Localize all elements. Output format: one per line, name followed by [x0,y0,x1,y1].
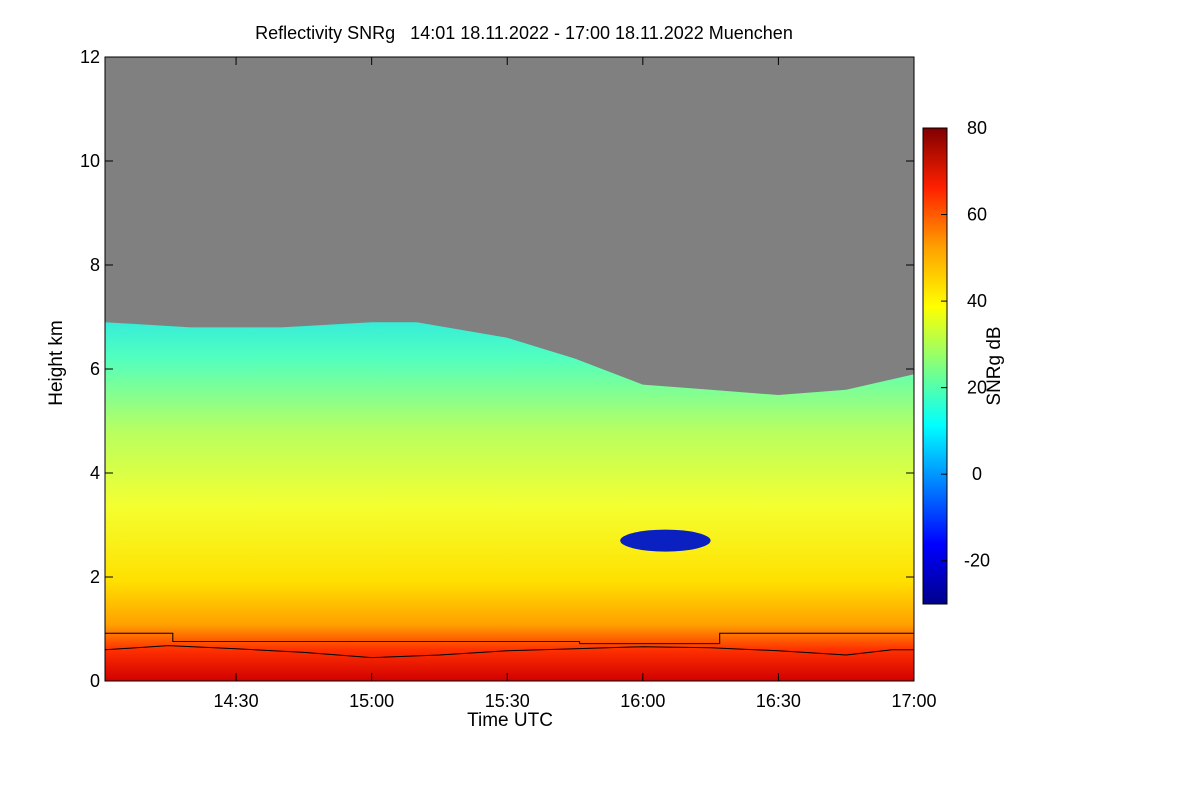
x-axis-label: Time UTC [467,710,553,731]
y-axis-label: Height km [46,320,67,406]
y-tick-label: 12 [80,47,100,67]
dry-layer [620,529,711,552]
colorbar-tick-label: -20 [964,551,990,571]
colorbar-tick-label: 0 [972,464,982,484]
colorbar-ticks: -20 0 20 40 60 80 [941,118,990,571]
y-axis: 0 2 4 6 8 10 12 [80,47,914,691]
colorbar: -20 0 20 40 60 80 SNRg dB [922,118,1005,605]
y-tick-label: 2 [90,567,100,587]
colorbar-gradient [923,128,947,604]
chart-title: Reflectivity SNRg 14:01 18.11.2022 - 17:… [255,23,793,43]
colorbar-tick-label: 20 [967,378,987,398]
colorbar-frame [922,127,948,605]
x-tick-label: 16:30 [756,691,801,711]
y-tick-label: 6 [90,359,100,379]
x-tick-label: 15:00 [349,691,394,711]
plot-area [105,57,914,681]
y-tick-label: 4 [90,463,100,483]
y-tick-label: 8 [90,255,100,275]
x-axis: 14:30 15:00 15:30 16:00 16:30 17:00 [214,57,937,711]
x-tick-label: 17:00 [891,691,936,711]
mixing-layer-line [105,632,914,645]
x-tick-label: 14:30 [214,691,259,711]
y-tick-label: 10 [80,151,100,171]
colorbar-tick-label: 80 [967,118,987,138]
y-tick-label: 0 [90,671,100,691]
colorbar-label: SNRg dB [984,326,1005,405]
cloud-base-line [105,645,914,659]
x-tick-label: 16:00 [620,691,665,711]
colorbar-tick-label: 60 [967,205,987,225]
x-tick-label: 15:30 [485,691,530,711]
colorbar-tick-label: 40 [967,291,987,311]
